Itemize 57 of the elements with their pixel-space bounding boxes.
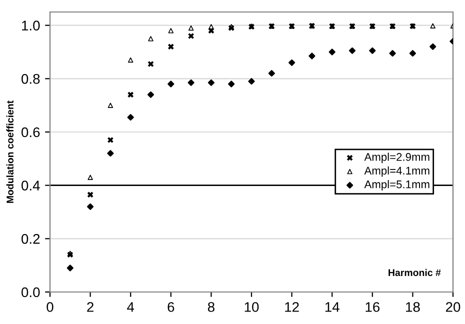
point: [328, 48, 336, 56]
point: [389, 50, 396, 57]
point: [228, 80, 235, 88]
x-tick-label: 2: [87, 302, 94, 312]
point: [188, 32, 194, 40]
x-tick-label: 20: [446, 302, 460, 312]
point: [148, 36, 154, 42]
point: [268, 70, 275, 77]
point: [228, 24, 235, 32]
point: [430, 23, 436, 28]
point: [107, 150, 114, 157]
point: [87, 203, 94, 210]
legend-label: Ampl=5.1mm: [364, 180, 430, 190]
x-tick-label: 10: [244, 302, 259, 312]
y-tick-label: 1.0: [22, 20, 40, 31]
x-tick-label: 6: [168, 302, 174, 312]
x-tick-label: 16: [366, 302, 380, 312]
x-tick-label: 4: [127, 302, 134, 312]
y-tick-label: 0.6: [22, 127, 40, 138]
point: [208, 27, 214, 34]
point: [128, 57, 134, 63]
point: [409, 50, 416, 57]
point: [369, 47, 376, 54]
point: [168, 43, 174, 50]
point: [107, 136, 114, 144]
point: [127, 114, 134, 121]
point: [66, 251, 74, 258]
y-tick-label: 0.8: [22, 74, 40, 84]
x-tick-label: 18: [406, 302, 420, 312]
point: [168, 28, 174, 34]
point: [66, 264, 74, 272]
x-tick-label: 0: [46, 302, 54, 312]
point: [108, 102, 114, 108]
x-tick-label: 8: [208, 302, 214, 312]
x-axis-title: Harmonic #: [388, 268, 441, 276]
point: [127, 91, 134, 98]
y-tick-label: 0.2: [22, 234, 40, 244]
y-axis-title: Modulation coefficient: [6, 100, 14, 203]
point: [88, 174, 93, 180]
point: [348, 47, 356, 54]
y-tick-label: 0.4: [22, 180, 40, 191]
point: [248, 78, 255, 85]
x-tick-label: 12: [285, 302, 299, 312]
legend-label: Ampl=4.1mm: [364, 166, 430, 177]
y-tick-label: 0.0: [22, 287, 40, 298]
point: [87, 191, 94, 198]
legend-label: Ampl=2.9mm: [364, 152, 430, 164]
point: [308, 52, 316, 60]
point: [188, 25, 194, 31]
point: [288, 59, 296, 66]
point: [148, 60, 154, 68]
x-tick-label: 14: [325, 302, 340, 312]
point: [430, 43, 436, 50]
point: [147, 91, 154, 98]
point: [168, 80, 174, 88]
point: [208, 79, 214, 86]
point: [188, 79, 194, 86]
